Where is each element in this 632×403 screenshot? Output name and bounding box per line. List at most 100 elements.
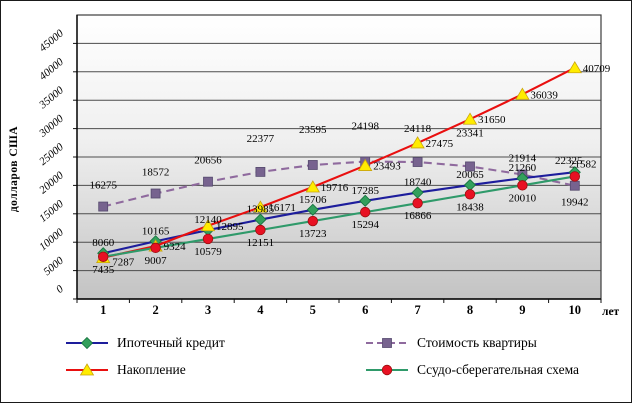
legend-label: Ссудо-сберегательная схема	[417, 362, 580, 377]
data-label-loan-savings-scheme-year-3: 10579	[194, 246, 222, 258]
marker-mortgage-credit-year-5	[306, 203, 319, 216]
series-line-loan-savings-scheme	[103, 175, 575, 258]
marker-accumulation-year-6	[357, 158, 373, 171]
data-label-loan-savings-scheme-year-7: 16866	[404, 210, 432, 222]
x-tick-label: 9	[519, 303, 525, 317]
data-label-accumulation-year-6: 23493	[373, 161, 401, 173]
legend-swatch-triangle-icon	[66, 363, 108, 376]
marker-loan-savings-scheme-year-10	[569, 171, 581, 182]
data-label-accumulation-year-3: 12895	[216, 221, 244, 233]
legend-item-mortgage-credit: Ипотечный кредит	[65, 333, 225, 353]
data-label-loan-savings-scheme-year-4: 12151	[247, 237, 275, 249]
data-label-mortgage-credit-year-4: 13985	[247, 204, 275, 216]
x-tick-label: 2	[152, 303, 158, 317]
x-tick-label: 3	[205, 303, 211, 317]
marker-accumulation-year-9	[515, 87, 530, 100]
data-label-loan-savings-scheme-year-10: 21582	[569, 158, 597, 170]
marker-loan-savings-scheme-year-1	[97, 251, 109, 262]
data-label-apartment-cost-year-4: 22377	[247, 133, 275, 145]
data-label-loan-savings-scheme-year-6: 15294	[351, 219, 379, 231]
marker-loan-savings-scheme-year-9	[517, 180, 528, 191]
data-label-apartment-cost-year-3: 20656	[194, 155, 222, 167]
y-tick-label: 30000	[36, 112, 66, 140]
data-label-accumulation-year-8: 31650	[478, 114, 506, 126]
legend-swatch-square-icon	[366, 338, 408, 348]
data-label-apartment-cost-year-1: 16275	[89, 180, 117, 192]
data-label-apartment-cost-year-10: 19942	[561, 197, 589, 209]
data-label-mortgage-credit-year-3: 12140	[194, 214, 222, 226]
marker-apartment-cost-year-4	[255, 166, 266, 177]
marker-apartment-cost-year-2	[150, 188, 161, 199]
data-label-mortgage-credit-year-6: 17285	[351, 185, 379, 197]
marker-apartment-cost-year-5	[307, 160, 318, 170]
marker-accumulation-year-3	[200, 218, 216, 232]
data-label-apartment-cost-year-5: 23595	[299, 124, 327, 136]
marker-apartment-cost-year-10	[569, 180, 580, 191]
x-tick-label: 4	[257, 303, 264, 317]
data-label-mortgage-credit-year-1: 8060	[92, 237, 115, 249]
x-tick-label: 10	[569, 303, 582, 317]
marker-loan-savings-scheme-year-2	[150, 242, 161, 254]
y-axis-title: долларов США	[8, 125, 20, 213]
data-label-apartment-cost-year-6: 24198	[351, 121, 379, 133]
marker-loan-savings-scheme-year-4	[255, 224, 266, 236]
marker-loan-savings-scheme-year-3	[202, 233, 214, 245]
legend-item-loan-savings-scheme: Ссудо-сберегательная схема	[365, 360, 579, 380]
series-line-apartment-cost	[102, 160, 576, 208]
marker-accumulation-year-8	[462, 112, 478, 125]
x-tick-label: 1	[100, 303, 106, 317]
marker-apartment-cost-year-3	[203, 176, 213, 187]
data-label-mortgage-credit-year-5: 15706	[299, 194, 327, 206]
data-label-apartment-cost-year-8: 23341	[456, 127, 484, 139]
data-label-mortgage-credit-year-8: 20065	[456, 169, 484, 181]
data-label-loan-savings-scheme-year-1: 7435	[92, 264, 115, 276]
data-label-apartment-cost-year-7: 24118	[404, 123, 432, 135]
x-tick-label: 6	[362, 303, 368, 317]
y-tick-label: 10000	[37, 226, 66, 253]
y-tick-label: 35000	[36, 84, 66, 112]
legend-label: Ипотечный кредит	[117, 335, 225, 350]
data-label-mortgage-credit-year-9: 21260	[509, 162, 537, 174]
marker-apartment-cost-year-1	[98, 201, 109, 212]
x-tick-label: 5	[310, 303, 316, 317]
marker-accumulation-year-7	[410, 136, 425, 149]
data-label-loan-savings-scheme-year-5: 13723	[299, 228, 327, 240]
x-axis-title: лет	[602, 306, 620, 318]
series-line-accumulation	[102, 66, 576, 259]
data-label-accumulation-year-9: 36039	[530, 89, 558, 101]
marker-loan-savings-scheme-year-5	[307, 215, 319, 227]
legend-swatch-circle-icon	[366, 364, 408, 376]
data-label-mortgage-credit-year-2: 10165	[142, 225, 170, 237]
legend-item-apartment-cost: Стоимость квартиры	[365, 333, 537, 353]
data-label-mortgage-credit-year-10: 22325	[555, 155, 583, 167]
marker-accumulation-year-4	[253, 200, 268, 213]
y-tick-label: 15000	[37, 198, 66, 225]
data-label-accumulation-year-4: 16171	[268, 202, 296, 214]
marker-accumulation-year-5	[305, 180, 321, 193]
marker-apartment-cost-year-7	[412, 157, 423, 167]
data-label-accumulation-year-2: 9324	[164, 241, 187, 253]
legend-item-accumulation: Накопление	[65, 360, 186, 380]
marker-mortgage-credit-year-6	[359, 194, 372, 207]
y-tick-label: 25000	[37, 141, 66, 168]
data-label-mortgage-credit-year-7: 18740	[404, 177, 432, 189]
legend-swatch-diamond-icon	[66, 336, 108, 350]
legend-label: Накопление	[117, 362, 186, 377]
data-label-accumulation-year-10: 40709	[583, 63, 611, 75]
marker-apartment-cost-year-8	[465, 161, 475, 172]
data-label-loan-savings-scheme-year-8: 18438	[456, 201, 484, 213]
marker-accumulation-year-10	[567, 60, 583, 74]
marker-loan-savings-scheme-year-8	[464, 189, 476, 200]
marker-loan-savings-scheme-year-7	[412, 198, 423, 209]
data-label-apartment-cost-year-9: 21914	[509, 153, 537, 165]
y-tick-label: 0	[54, 283, 66, 296]
data-label-accumulation-year-7: 27475	[426, 138, 454, 150]
y-tick-label: 5000	[41, 254, 66, 278]
marker-loan-savings-scheme-year-6	[360, 206, 371, 218]
y-tick-label: 45000	[37, 27, 66, 54]
x-tick-label: 7	[414, 303, 420, 317]
y-tick-label: 20000	[37, 169, 66, 196]
data-label-accumulation-year-5: 19716	[321, 182, 349, 194]
